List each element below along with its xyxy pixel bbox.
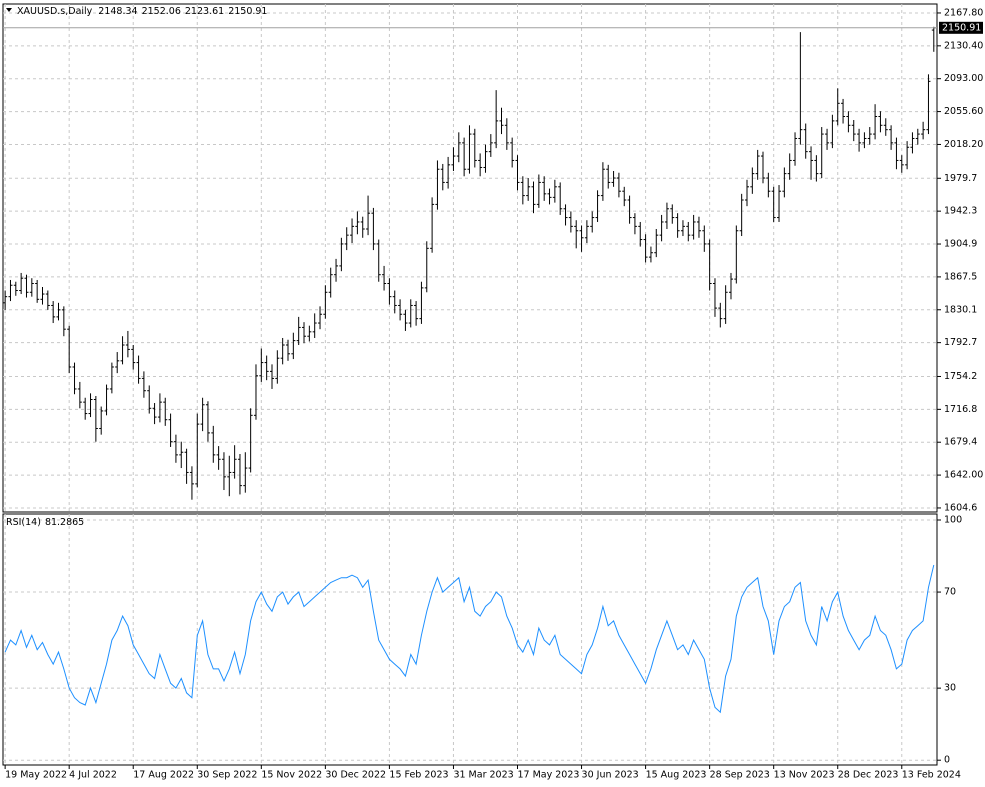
panel-frame [2, 3, 938, 513]
x-tick-label: 28 Sep 2023 [710, 770, 770, 781]
y-tick-label: 1792.7 [944, 337, 977, 348]
x-tick-label: 13 Feb 2024 [902, 770, 961, 781]
open-value: 2148.34 [98, 6, 137, 17]
y-tick-label: 1642.00 [944, 470, 983, 481]
y-tick-label: 1904.9 [944, 239, 977, 250]
x-tick-label: 30 Jun 2023 [582, 770, 639, 781]
panel-frame [2, 513, 938, 766]
y-tick-label: 2018.20 [944, 139, 983, 150]
rsi-title: RSI(14) [6, 517, 41, 528]
y-tick-label: 2167.80 [944, 7, 983, 18]
high-value: 2152.06 [142, 6, 181, 17]
y-tick-label: 30 [944, 683, 956, 694]
x-tick-label: 15 Aug 2023 [646, 770, 707, 781]
y-tick-label: 1679.4 [944, 437, 977, 448]
x-tick-label: 28 Dec 2023 [838, 770, 899, 781]
price-tag-label: 2150.91 [942, 22, 981, 33]
x-tick-label: 4 Jul 2022 [69, 770, 117, 781]
y-tick-label: 1979.7 [944, 173, 977, 184]
plot-layer: 2167.80 2130.40 2093.00 2055.60 2018.20 1979.… [2, 3, 983, 781]
y-tick-label: 2130.40 [944, 40, 983, 51]
low-value: 2123.61 [185, 6, 224, 17]
y-tick-label: 2055.60 [944, 106, 983, 117]
close-value: 2150.91 [228, 6, 267, 17]
y-tick-label: 1942.3 [944, 206, 977, 217]
symbol-title: XAUUSD.s,Daily [17, 6, 93, 17]
y-tick-label: 1604.6 [944, 502, 977, 513]
x-tick-label: 30 Sep 2022 [197, 770, 257, 781]
x-tick-label: 15 Nov 2022 [261, 770, 322, 781]
y-tick-label: 2093.00 [944, 73, 983, 84]
price-tag [939, 21, 983, 34]
y-tick-label: 1754.2 [944, 371, 977, 382]
rsi-line [4, 564, 935, 714]
y-tick-label: 1716.8 [944, 404, 977, 415]
y-tick-label: 1867.5 [944, 271, 977, 282]
x-tick-label: 13 Nov 2023 [774, 770, 835, 781]
x-tick-label: 17 Aug 2022 [133, 770, 194, 781]
y-tick-label: 100 [944, 515, 962, 526]
collapse-icon [6, 8, 12, 12]
x-tick-label: 19 May 2022 [5, 770, 67, 781]
x-tick-label: 30 Dec 2022 [325, 770, 386, 781]
x-tick-label: 17 May 2023 [518, 770, 580, 781]
rsi-value: 81.2865 [45, 517, 84, 528]
y-tick-label: 0 [944, 755, 950, 766]
rsi-header: RSI(14) 81.2865 [6, 517, 84, 528]
x-tick-label: 15 Feb 2023 [389, 770, 448, 781]
x-tick-label: 31 Mar 2023 [453, 770, 513, 781]
y-tick-label: 70 [944, 587, 956, 598]
y-tick-label: 1830.1 [944, 304, 977, 315]
chart-header: XAUUSD.s,Daily 2148.34 2152.06 2123.61 2150.… [17, 6, 267, 17]
